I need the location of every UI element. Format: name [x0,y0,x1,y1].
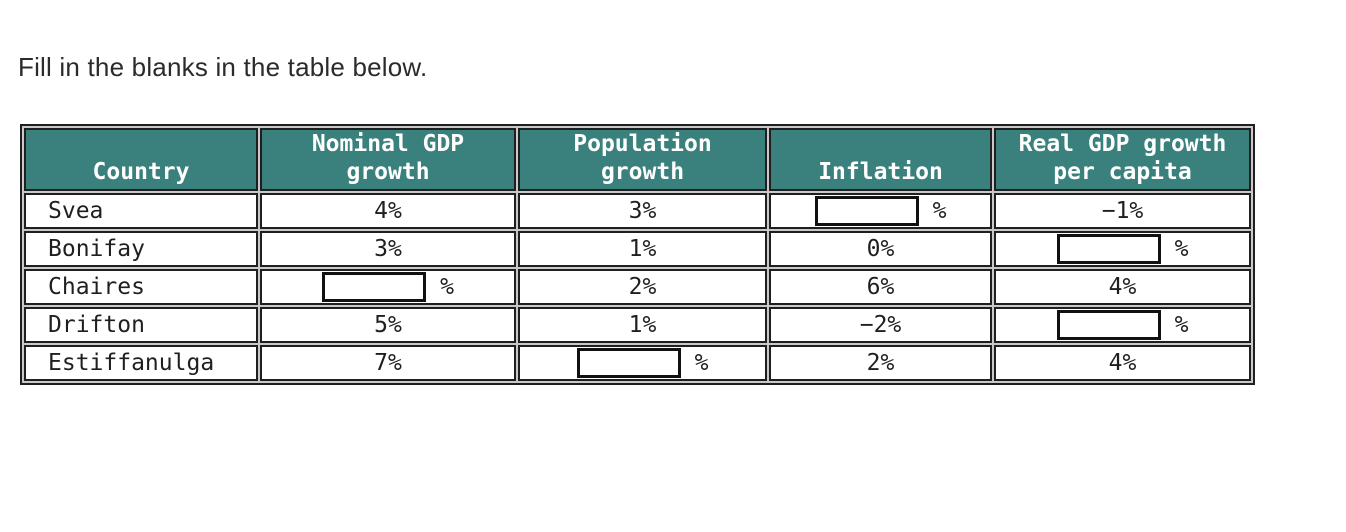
cell-country: Svea [24,193,258,230]
cell-real-gdp-growth-per-capita: 4% [994,345,1251,382]
cell-population-growth: 2% [518,269,767,306]
percent-suffix: % [932,198,947,225]
nominal-gdp-input-chaires[interactable] [322,272,427,303]
cell-country: Bonifay [24,231,258,268]
real-gdp-input-bonifay[interactable] [1056,234,1161,265]
col-header-country: Country [24,128,258,192]
population-input-estiffanulga[interactable] [576,348,681,379]
cell-real-gdp-growth-per-capita: % [994,231,1251,268]
cell-population-growth: 3% [518,193,767,230]
table-row-estiffanulga: Estiffanulga 7% % 2% 4% [24,345,1251,382]
cell-real-gdp-growth-per-capita: % [994,307,1251,344]
cell-nominal-gdp-growth: 4% [260,193,516,230]
cell-nominal-gdp-growth: 7% [260,345,516,382]
percent-suffix: % [694,350,709,377]
blank-answer-group: % [1056,310,1189,341]
blank-answer-group: % [576,348,709,379]
header-row: Country Nominal GDP growth Population gr… [24,128,1251,192]
cell-real-gdp-growth-per-capita: 4% [994,269,1251,306]
blank-answer-group: % [814,196,947,227]
blank-answer-group: % [1056,234,1189,265]
page-title: Fill in the blanks in the table below. [18,52,428,82]
cell-population-growth: 1% [518,231,767,268]
cell-inflation: 2% [769,345,992,382]
cell-country: Chaires [24,269,258,306]
cell-country: Estiffanulga [24,345,258,382]
cell-country: Drifton [24,307,258,344]
table-row-svea: Svea 4% 3% % −1% [24,193,1251,230]
col-header-nominal-gdp-growth: Nominal GDP growth [260,128,516,192]
table-row-drifton: Drifton 5% 1% −2% % [24,307,1251,344]
cell-nominal-gdp-growth: % [260,269,516,306]
inflation-input-svea[interactable] [814,196,919,227]
cell-inflation: 0% [769,231,992,268]
cell-population-growth: 1% [518,307,767,344]
col-header-population-growth: Population growth [518,128,767,192]
col-header-real-gdp-growth-per-capita: Real GDP growth per capita [994,128,1251,192]
percent-suffix: % [440,274,454,301]
table-row-chaires: Chaires % 2% 6% 4% [24,269,1251,306]
cell-population-growth: % [518,345,767,382]
cell-real-gdp-growth-per-capita: −1% [994,193,1251,230]
cell-nominal-gdp-growth: 3% [260,231,516,268]
cell-inflation: % [769,193,992,230]
fill-in-the-blanks-table: Country Nominal GDP growth Population gr… [20,124,1255,386]
cell-inflation: 6% [769,269,992,306]
col-header-inflation: Inflation [769,128,992,192]
table-row-bonifay: Bonifay 3% 1% 0% % [24,231,1251,268]
percent-suffix: % [1174,236,1189,263]
blank-answer-group: % [322,272,454,303]
real-gdp-input-drifton[interactable] [1056,310,1161,341]
cell-inflation: −2% [769,307,992,344]
percent-suffix: % [1174,312,1189,339]
cell-nominal-gdp-growth: 5% [260,307,516,344]
